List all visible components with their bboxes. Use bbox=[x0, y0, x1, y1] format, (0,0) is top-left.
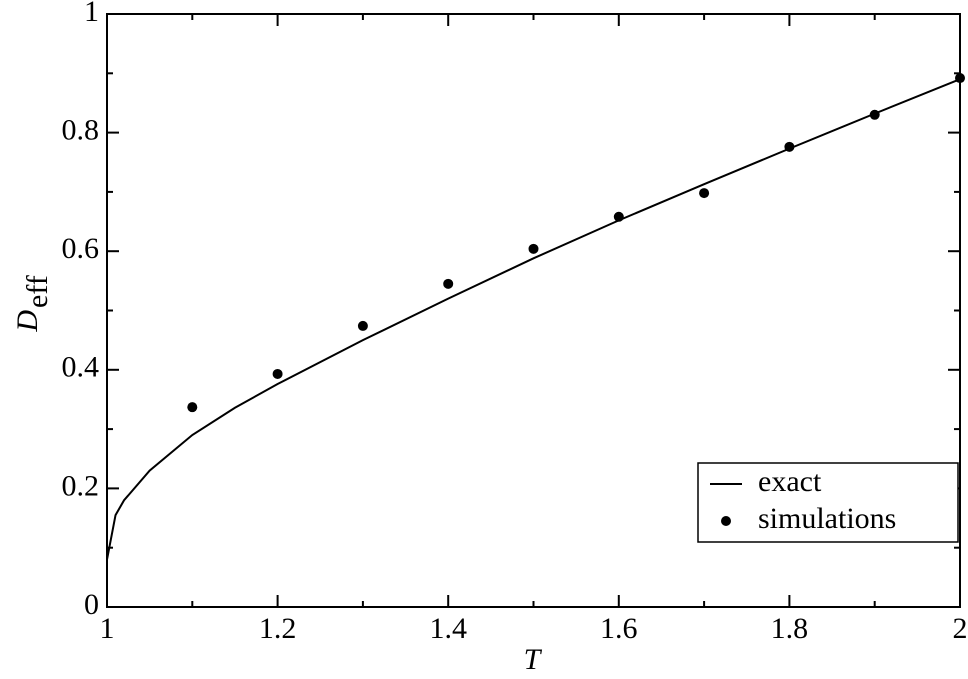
x-axis-label: T bbox=[524, 643, 543, 676]
point bbox=[613, 211, 624, 222]
y-axis-label: D bbox=[11, 310, 44, 333]
point bbox=[357, 320, 368, 331]
point bbox=[955, 73, 965, 84]
x-tick-label: 1.4 bbox=[429, 612, 467, 645]
y-axis-label-sub: eff bbox=[21, 275, 54, 308]
x-tick-label: 1.6 bbox=[600, 612, 638, 645]
legend-label: exact bbox=[758, 465, 822, 498]
point bbox=[784, 141, 795, 152]
x-tick-label: 2 bbox=[953, 612, 968, 645]
point bbox=[443, 278, 454, 289]
legend-box bbox=[697, 462, 959, 543]
y-tick-label: 1 bbox=[84, 0, 99, 28]
x-tick-label: 1.8 bbox=[771, 612, 809, 645]
y-tick-label: 0.2 bbox=[62, 469, 100, 502]
legend-point bbox=[721, 516, 731, 526]
legend-label: simulations bbox=[758, 502, 896, 535]
y-tick-label: 0.4 bbox=[62, 351, 100, 384]
point bbox=[869, 109, 880, 120]
point bbox=[699, 188, 710, 199]
point bbox=[187, 402, 198, 413]
point bbox=[528, 243, 539, 254]
y-tick-label: 0 bbox=[84, 588, 99, 621]
y-axis-label-group: D eff bbox=[11, 275, 54, 332]
line bbox=[106, 78, 961, 560]
y-tick-label: 0.8 bbox=[62, 113, 100, 146]
y-tick-label: 0.6 bbox=[62, 232, 100, 265]
x-tick-label: 1.2 bbox=[259, 612, 297, 645]
point bbox=[272, 368, 283, 379]
x-tick-label: 1 bbox=[100, 612, 115, 645]
